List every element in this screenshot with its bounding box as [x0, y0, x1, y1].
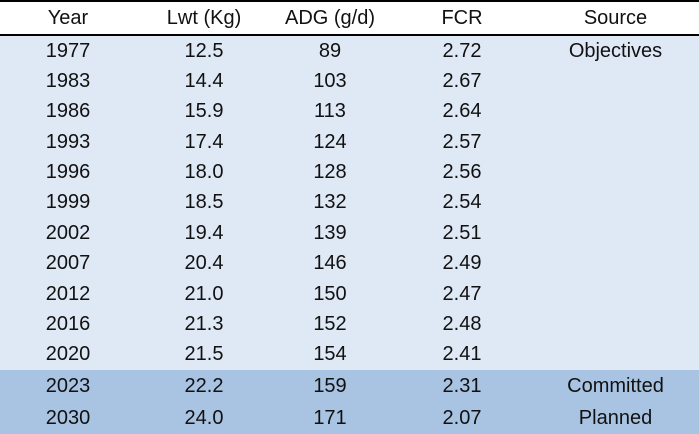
- table-row: 2020 21.5 154 2.41: [0, 339, 699, 370]
- table-cell: 2.07: [442, 406, 482, 429]
- table-cell: 18.0: [184, 161, 224, 184]
- table-cell: 2.54: [442, 191, 482, 214]
- table-cell: 12.5: [184, 39, 224, 62]
- table-cell: 2020: [45, 343, 91, 366]
- table-row: 2016 21.3 152 2.48: [0, 309, 699, 340]
- table-row: 2023 22.2 159 2.31 Committed: [0, 370, 699, 402]
- table-cell: 1983: [45, 70, 91, 93]
- table-cell: 146: [313, 252, 347, 275]
- table-cell: Objectives: [568, 39, 663, 62]
- table-cell: 2030: [45, 406, 91, 429]
- table-cell: 139: [313, 221, 347, 244]
- table-cell: 2.57: [442, 130, 482, 153]
- table-cell: 21.5: [184, 343, 224, 366]
- header-cell: ADG (g/d): [284, 6, 376, 29]
- header-cell: Year: [47, 6, 89, 29]
- table-cell: 2.31: [442, 374, 482, 397]
- table-cell: 1977: [45, 39, 91, 62]
- table-cell: 2012: [45, 282, 91, 305]
- table-row: 1983 14.4 103 2.67: [0, 66, 699, 97]
- table-cell: Planned: [578, 406, 653, 429]
- table-cell: 2.67: [442, 70, 482, 93]
- table-cell: 154: [313, 343, 347, 366]
- table-cell: 19.4: [184, 221, 224, 244]
- table-row: 1996 18.0 128 2.56: [0, 157, 699, 188]
- table-cell: Committed: [567, 374, 664, 397]
- table-cell: 17.4: [184, 130, 224, 153]
- header-cell: Source: [583, 6, 648, 29]
- table-cell: 2.47: [442, 282, 482, 305]
- table-cell: 2023: [45, 374, 91, 397]
- table-row: 2012 21.0 150 2.47: [0, 278, 699, 310]
- table-cell: 89: [318, 39, 342, 62]
- table-cell: 1996: [45, 161, 91, 184]
- table-cell: 2.72: [442, 39, 482, 62]
- table-cell: 2.49: [442, 252, 482, 275]
- table-cell: 2016: [45, 312, 91, 335]
- table-cell: 18.5: [184, 191, 224, 214]
- table-cell: 22.2: [184, 374, 224, 397]
- table-cell: 1999: [45, 191, 91, 214]
- table-cell: 14.4: [184, 70, 224, 93]
- table-cell: 150: [313, 282, 347, 305]
- table-cell: 124: [313, 130, 347, 153]
- header-cell: FCR: [441, 6, 483, 29]
- table-cell: 2007: [45, 252, 91, 275]
- table-cell: 159: [313, 374, 347, 397]
- table-cell: 1986: [45, 100, 91, 123]
- table-cell: 2.48: [442, 312, 482, 335]
- table-cell: 2.41: [442, 343, 482, 366]
- table-cell: 128: [313, 161, 347, 184]
- table-cell: 20.4: [184, 252, 224, 275]
- table-cell: 171: [313, 406, 347, 429]
- table-row: 2007 20.4 146 2.49: [0, 248, 699, 279]
- table-cell: 2.56: [442, 161, 482, 184]
- table-cell: 103: [313, 70, 347, 93]
- table-cell: 2002: [45, 221, 91, 244]
- table-cell: 152: [313, 312, 347, 335]
- header-cell: Lwt (Kg): [166, 6, 242, 29]
- table-row: 1999 18.5 132 2.54: [0, 187, 699, 219]
- table-row: 2002 19.4 139 2.51: [0, 218, 699, 249]
- table-cell: 113: [314, 100, 346, 123]
- table-row: 2030 24.0 171 2.07 Planned: [0, 402, 699, 434]
- table-cell: 1993: [45, 130, 91, 153]
- header-row: Year Lwt (Kg) ADG (g/d) FCR Source: [0, 0, 699, 36]
- table-cell: 24.0: [184, 406, 224, 429]
- table-row: 1993 17.4 124 2.57: [0, 127, 699, 158]
- table-cell: 132: [313, 191, 347, 214]
- table-row: 1986 15.9 113 2.64: [0, 96, 699, 128]
- table-row: 1977 12.5 89 2.72 Objectives: [0, 36, 699, 67]
- table-cell: 21.3: [184, 312, 224, 335]
- table-cell: 2.51: [442, 221, 482, 244]
- table-cell: 21.0: [184, 282, 224, 305]
- table-cell: 2.64: [442, 100, 482, 123]
- table-cell: 15.9: [184, 100, 224, 123]
